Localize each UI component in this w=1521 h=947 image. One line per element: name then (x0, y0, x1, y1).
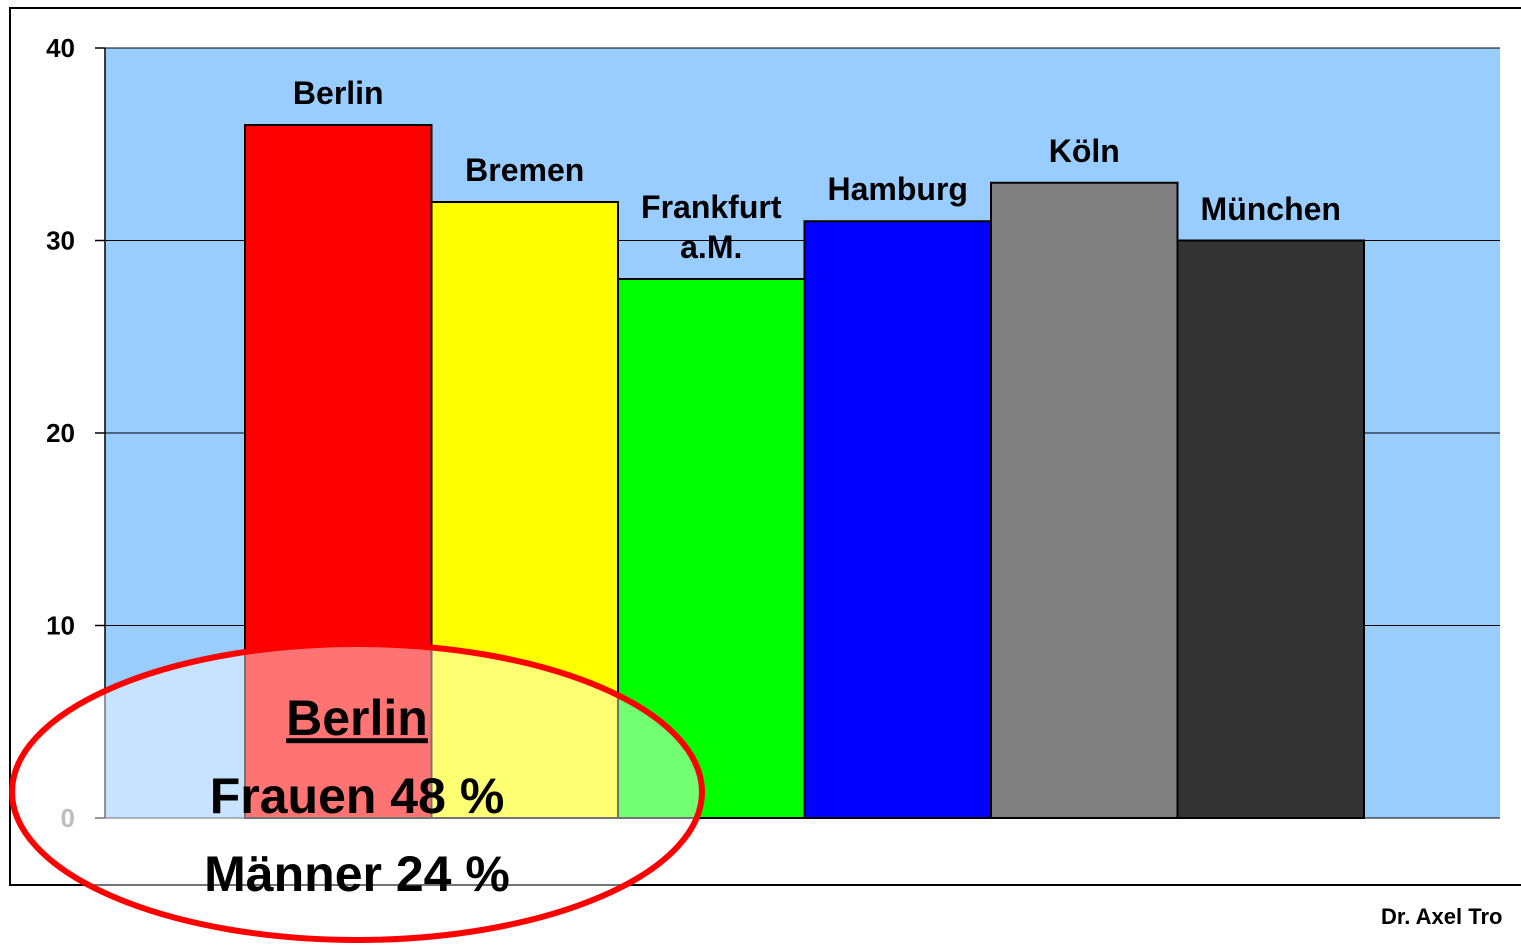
annotation-line: Männer 24 % (204, 846, 510, 902)
y-tick-label: 0 (61, 803, 75, 833)
frame (9, 7, 1521, 886)
y-tick-label: 30 (46, 225, 75, 255)
category-label: Hamburg (827, 171, 968, 208)
category-label: München (1200, 190, 1341, 227)
bar (1176, 239, 1365, 819)
bar (990, 181, 1179, 819)
bar (803, 220, 992, 819)
category-label: Frankfurt a.M. (641, 189, 782, 265)
footer: Dr. Axel Tro (1381, 904, 1502, 929)
category-label: Bremen (465, 152, 585, 188)
category-label: Berlin (292, 75, 384, 111)
y-tick-label: 10 (46, 610, 75, 640)
annotation-line: Frauen 48 % (210, 768, 505, 824)
category-label: Köln (1048, 132, 1120, 169)
annotation-ellipse (9, 641, 705, 943)
bar (244, 124, 433, 819)
y-tick-label: 20 (46, 418, 75, 448)
y-tick-label: 40 (46, 33, 75, 63)
annotation-title: Berlin (286, 690, 428, 746)
